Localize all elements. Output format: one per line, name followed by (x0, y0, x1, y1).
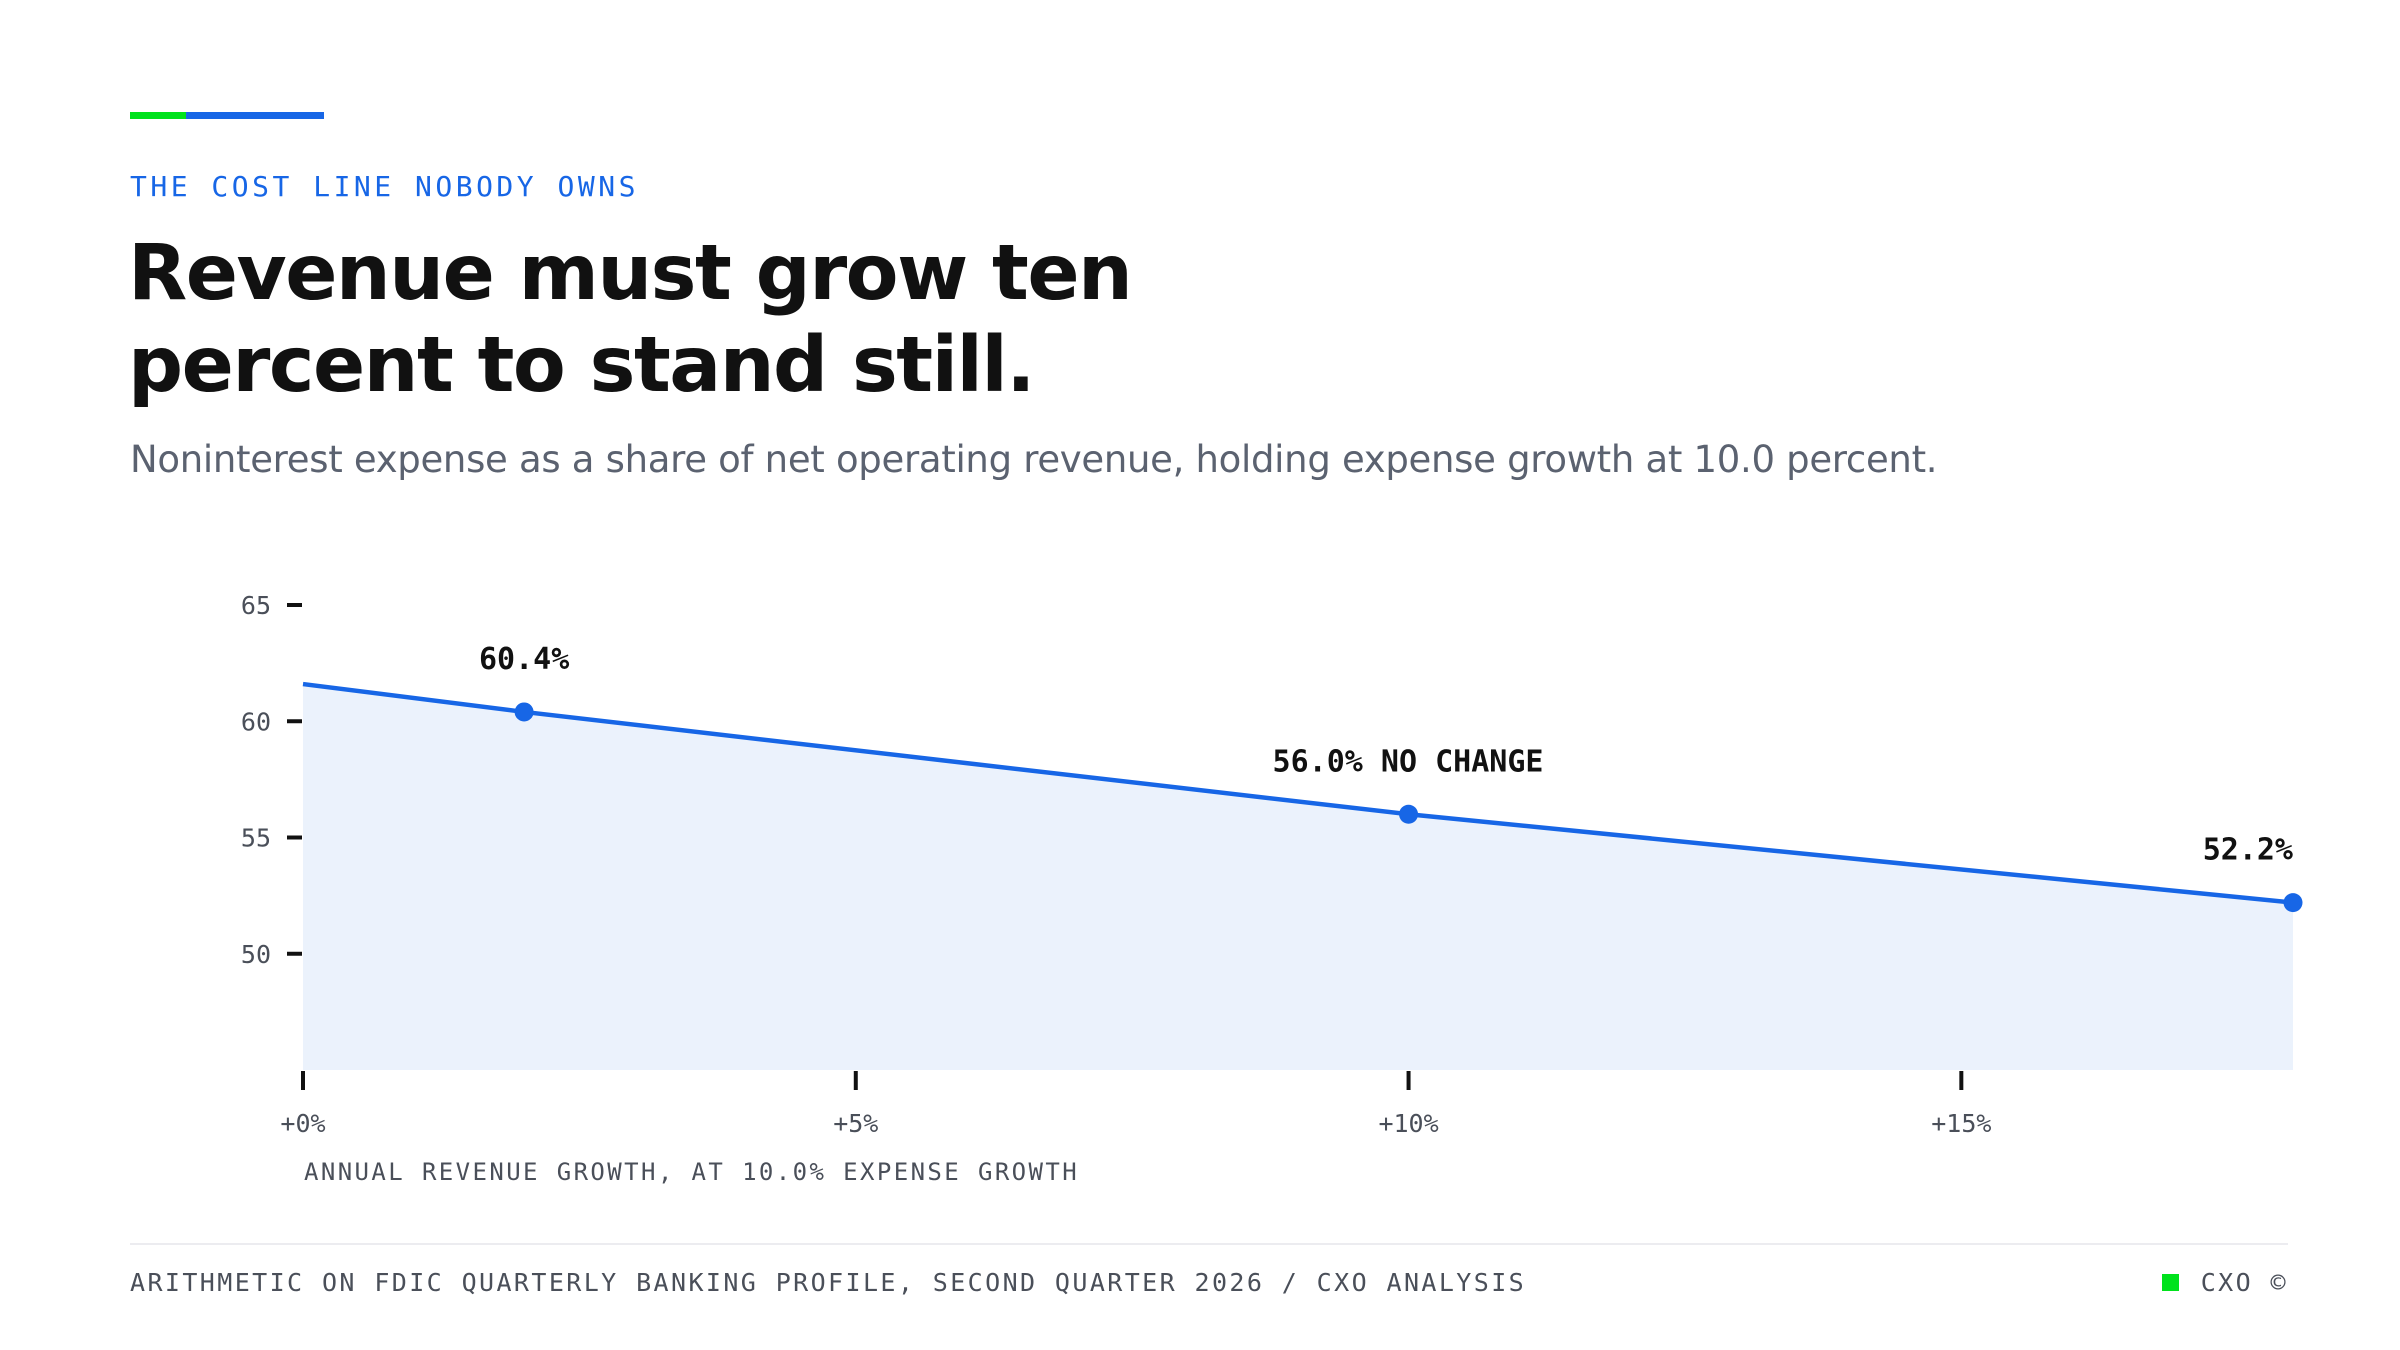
data-point-2 (2283, 893, 2303, 913)
y-tick-label-50: 50 (241, 940, 271, 969)
brand-label: CXO © (2200, 1268, 2288, 1297)
footer-divider (130, 1243, 2288, 1245)
data-label-1: 56.0% NO CHANGE (1273, 744, 1544, 779)
data-label-0: 60.4% (479, 642, 569, 677)
data-point-0 (514, 702, 534, 722)
page-subtitle: Noninterest expense as a share of net op… (130, 438, 1938, 481)
data-point-1 (1399, 804, 1419, 824)
series-line (302, 681, 2294, 905)
x-tick-label-2: +10% (1378, 1109, 1438, 1138)
y-tick-label-60: 60 (241, 707, 271, 736)
brand-mark: CXO © (2161, 1268, 2288, 1297)
area-fill (303, 684, 2293, 1070)
source-note: ARITHMETIC ON FDIC QUARTERLY BANKING PRO… (130, 1268, 1527, 1297)
x-tick-label-1: +5% (833, 1109, 878, 1138)
brand-square-icon (2161, 1274, 2179, 1291)
data-label-2: 52.2% (2203, 833, 2293, 868)
eyebrow-label: THE COST LINE NOBODY OWNS (130, 170, 639, 203)
x-tick-label-3: +15% (1931, 1109, 1991, 1138)
x-axis-title: ANNUAL REVENUE GROWTH, AT 10.0% EXPENSE … (304, 1158, 1079, 1186)
x-tick-label-0: +0% (280, 1109, 325, 1138)
y-tick-label-55: 55 (241, 824, 271, 853)
accent-bar-blue (186, 112, 324, 119)
accent-bar-green (130, 112, 186, 119)
y-tick-label-65: 65 (241, 591, 271, 620)
accent-bar (130, 112, 324, 119)
page-title: Revenue must grow ten percent to stand s… (128, 229, 1133, 410)
